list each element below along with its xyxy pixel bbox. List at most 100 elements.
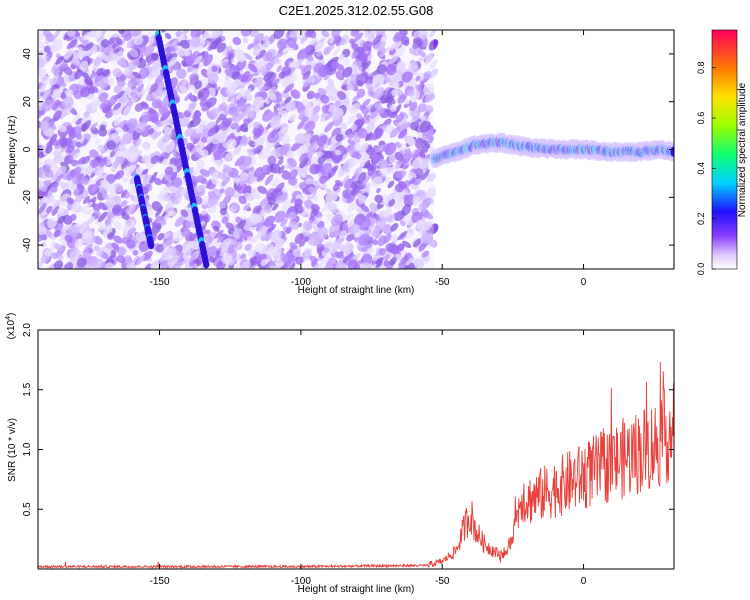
spectral-blob bbox=[133, 35, 144, 46]
spectral-blob bbox=[82, 250, 92, 260]
spectral-blob bbox=[47, 121, 57, 130]
spectral-blob bbox=[52, 90, 62, 101]
spectral-blob bbox=[331, 60, 339, 69]
spectral-blob bbox=[278, 165, 285, 175]
spectral-blob bbox=[274, 210, 286, 223]
spectral-blob bbox=[327, 89, 337, 97]
spectral-blob bbox=[396, 115, 408, 127]
spectral-blob bbox=[388, 55, 399, 65]
spectral-blob bbox=[306, 55, 314, 62]
spectral-blob bbox=[327, 202, 338, 213]
spectral-blob bbox=[153, 177, 162, 186]
spectral-blob bbox=[176, 68, 187, 79]
spectral-blob bbox=[403, 194, 410, 201]
spectral-blob bbox=[52, 110, 62, 122]
spectral-blob bbox=[350, 124, 358, 132]
spectral-blob bbox=[347, 139, 357, 147]
spectral-blob bbox=[38, 101, 45, 111]
spectral-blob bbox=[417, 103, 427, 113]
spectral-blob bbox=[381, 166, 392, 177]
spectral-blob bbox=[328, 44, 335, 50]
spectral-blob bbox=[410, 111, 421, 124]
spectral-blob bbox=[286, 157, 293, 164]
spectral-blob bbox=[182, 30, 189, 35]
spectral-blob bbox=[388, 243, 399, 254]
spectral-blob bbox=[113, 116, 122, 127]
spectral-blob bbox=[253, 33, 264, 45]
spectral-blob bbox=[423, 83, 435, 96]
spectral-blob bbox=[219, 202, 226, 209]
x-tick-label: -150 bbox=[150, 576, 170, 587]
spectral-blob bbox=[98, 77, 109, 88]
spectral-blob bbox=[267, 224, 277, 233]
spectral-blob bbox=[256, 172, 266, 182]
spectral-blob bbox=[272, 78, 280, 86]
spectral-blob bbox=[102, 54, 111, 63]
spectral-blob bbox=[345, 168, 352, 175]
spectral-blob bbox=[240, 30, 253, 37]
spectral-blob bbox=[273, 30, 285, 40]
spectral-blob bbox=[112, 245, 120, 252]
spectral-blob bbox=[341, 161, 349, 171]
spectral-blob bbox=[389, 234, 398, 242]
spectral-blob bbox=[355, 117, 365, 127]
spectral-blob bbox=[269, 163, 281, 174]
spectral-blob bbox=[418, 114, 426, 121]
spectral-blob bbox=[55, 56, 64, 65]
spectral-blob bbox=[130, 235, 140, 244]
spectral-blob bbox=[316, 150, 323, 158]
spectral-blob bbox=[98, 211, 108, 223]
spectral-blob bbox=[261, 40, 271, 50]
spectral-blob bbox=[333, 47, 341, 56]
spectral-blob bbox=[423, 211, 434, 220]
spectral-blob bbox=[120, 200, 128, 208]
spectral-blob bbox=[225, 222, 235, 231]
spectral-blob bbox=[271, 177, 280, 188]
spectral-blob bbox=[175, 162, 184, 174]
spectral-blob bbox=[81, 120, 91, 132]
spectral-blob bbox=[223, 164, 233, 173]
spectral-blob bbox=[184, 127, 194, 137]
spectral-blob bbox=[231, 202, 241, 211]
spectral-blob bbox=[194, 40, 206, 52]
spectral-blob bbox=[210, 30, 222, 39]
spectral-blob bbox=[210, 177, 219, 186]
spectral-blob bbox=[367, 263, 377, 269]
spectral-blob bbox=[324, 121, 334, 133]
spectral-blob bbox=[43, 45, 51, 53]
spectral-blob bbox=[113, 235, 123, 244]
spectral-blob bbox=[184, 240, 194, 253]
spectral-blob bbox=[196, 175, 207, 184]
spectral-blob bbox=[129, 91, 140, 100]
spectral-blob bbox=[362, 40, 373, 52]
spectral-blob bbox=[275, 194, 284, 204]
spectral-blob bbox=[422, 139, 431, 149]
spectral-blob bbox=[144, 263, 152, 269]
spectral-blob bbox=[400, 257, 407, 265]
spectral-blob bbox=[46, 217, 57, 229]
spectral-blob bbox=[83, 201, 94, 210]
spectral-blob bbox=[428, 239, 438, 248]
spectral-blob bbox=[285, 226, 293, 234]
spectral-blob bbox=[283, 83, 295, 94]
spectral-blob bbox=[287, 39, 297, 49]
spectral-blob bbox=[393, 212, 402, 221]
spectral-blob bbox=[98, 156, 107, 169]
spectral-blob bbox=[100, 124, 106, 130]
spectral-blob bbox=[272, 251, 282, 261]
spectral-blob bbox=[313, 258, 318, 264]
spectral-blob bbox=[419, 120, 432, 133]
spectral-blob bbox=[186, 66, 194, 73]
spectral-blob bbox=[76, 133, 82, 140]
spectral-blob bbox=[277, 159, 284, 166]
spectral-blob bbox=[70, 57, 80, 66]
spectral-blob bbox=[294, 233, 304, 245]
spectral-blob bbox=[249, 257, 258, 266]
spectral-blob bbox=[242, 202, 251, 211]
spectral-blob bbox=[378, 144, 385, 152]
spectral-blob bbox=[120, 189, 128, 199]
spectral-blob bbox=[286, 259, 296, 269]
spectral-blob bbox=[174, 216, 186, 227]
spectral-blob bbox=[168, 46, 176, 53]
spectral-blob bbox=[289, 30, 298, 39]
